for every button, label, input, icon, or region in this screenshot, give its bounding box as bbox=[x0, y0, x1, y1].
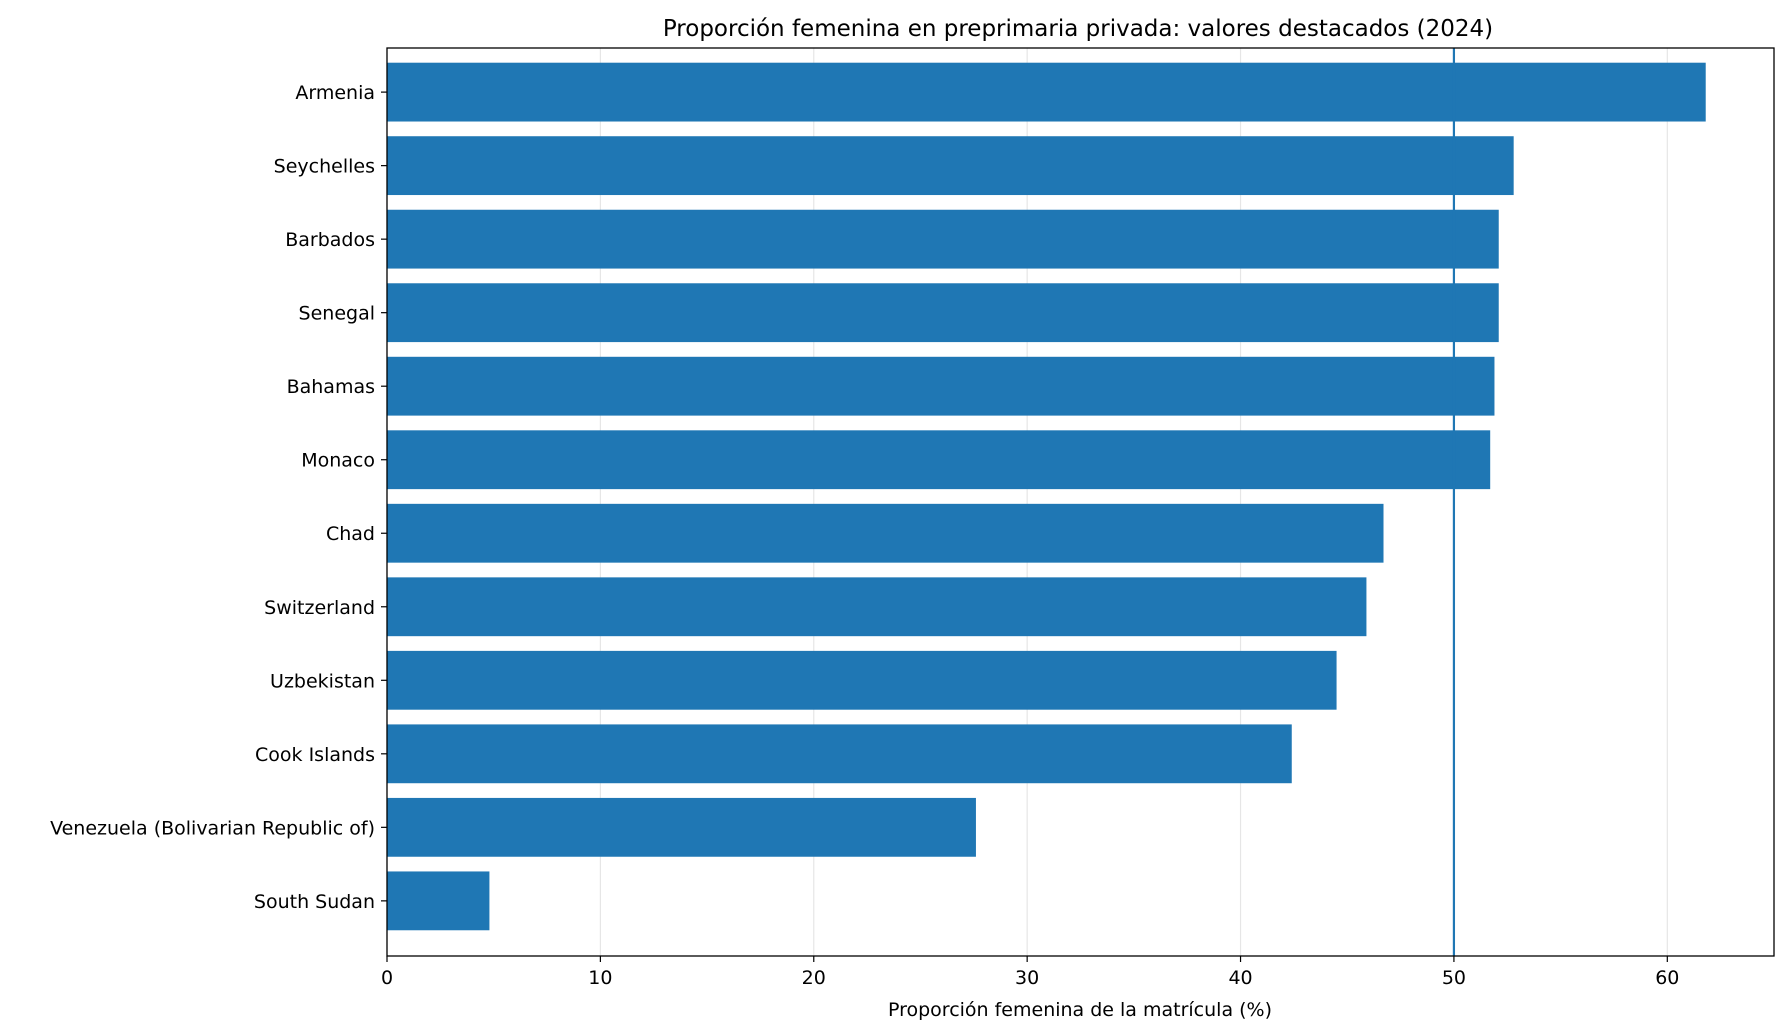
x-axis-label: Proporción femenina de la matrícula (%) bbox=[888, 999, 1272, 1021]
bar bbox=[387, 356, 1495, 416]
bar bbox=[387, 209, 1499, 269]
x-tick-label: 60 bbox=[1655, 967, 1679, 989]
y-tick-label: Chad bbox=[326, 523, 375, 545]
y-axis-ticks: Armenia Seychelles Barbados Senegal Bahamas M… bbox=[50, 82, 387, 913]
bars bbox=[387, 62, 1706, 931]
x-tick-label: 40 bbox=[1228, 967, 1252, 989]
y-tick-label: Bahamas bbox=[287, 376, 375, 398]
x-tick-label: 20 bbox=[802, 967, 826, 989]
bar bbox=[387, 62, 1706, 122]
bar bbox=[387, 283, 1499, 343]
bar bbox=[387, 577, 1367, 637]
x-tick-label: 10 bbox=[588, 967, 612, 989]
chart-title: Proporción femenina en preprimaria priva… bbox=[663, 16, 1493, 42]
bar bbox=[387, 430, 1491, 490]
y-tick-label: South Sudan bbox=[254, 891, 375, 913]
bar bbox=[387, 724, 1292, 784]
y-tick-label: Senegal bbox=[299, 303, 375, 325]
x-tick-label: 50 bbox=[1442, 967, 1466, 989]
x-tick-label: 0 bbox=[381, 967, 393, 989]
y-tick-label: Venezuela (Bolivarian Republic of) bbox=[50, 817, 375, 839]
bar bbox=[387, 136, 1514, 196]
y-tick-label: Armenia bbox=[295, 82, 375, 104]
y-tick-label: Cook Islands bbox=[255, 744, 375, 766]
bar bbox=[387, 503, 1384, 563]
bar bbox=[387, 797, 976, 857]
y-tick-label: Seychelles bbox=[274, 156, 375, 178]
x-axis-ticks: 0 10 20 30 40 50 60 bbox=[381, 956, 1679, 989]
x-tick-label: 30 bbox=[1015, 967, 1039, 989]
y-tick-label: Barbados bbox=[285, 229, 375, 251]
plot-frame bbox=[386, 47, 1775, 957]
y-tick-label: Uzbekistan bbox=[270, 670, 375, 692]
bar bbox=[387, 650, 1337, 710]
y-tick-label: Monaco bbox=[301, 450, 375, 472]
bar bbox=[387, 871, 490, 931]
y-tick-label: Switzerland bbox=[264, 597, 375, 619]
